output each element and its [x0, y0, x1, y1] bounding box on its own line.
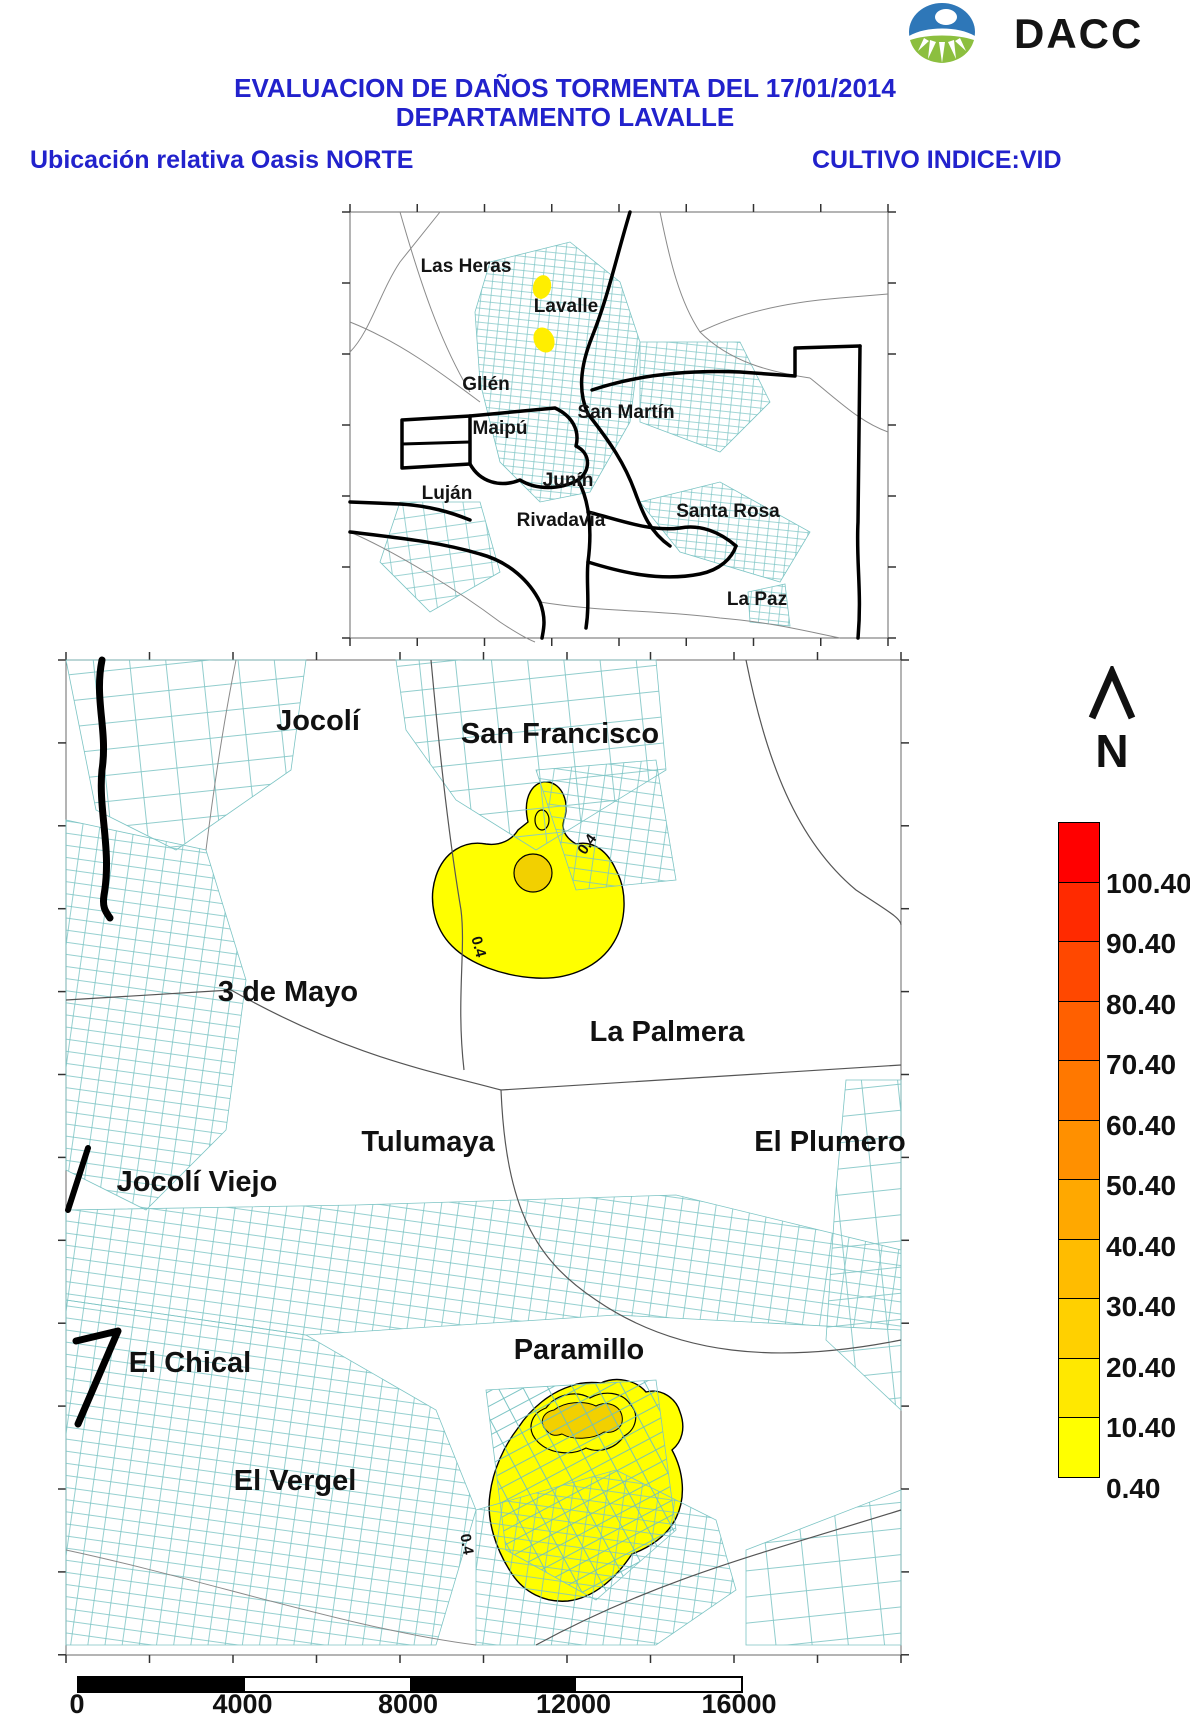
inset-place-label: La Paz [727, 589, 787, 610]
distance-scale-segment [244, 1678, 410, 1691]
main-axis-ticks [58, 652, 909, 1663]
damage-scale-value: 20.40 [1106, 1351, 1177, 1383]
damage-scale-value: 30.40 [1106, 1291, 1177, 1322]
title-line1: EVALUACION DE DAÑOS TORMENTA DEL 17/01/2… [234, 73, 896, 103]
main-place-label: Jocolí Viejo [117, 1166, 278, 1198]
main-place-label: Tulumaya [361, 1126, 495, 1158]
main-place-label: El Vergel [234, 1465, 357, 1497]
inset-place-label: Las Heras [421, 256, 512, 277]
distance-scale-segment [410, 1678, 576, 1691]
main-place-label: Jocolí [276, 705, 361, 737]
inset-place-label: Junín [543, 470, 594, 491]
inset-place-label: Luján [422, 483, 473, 504]
north-arrow: N [1072, 663, 1152, 777]
page-title: EVALUACION DE DAÑOS TORMENTA DEL 17/01/2… [60, 74, 1070, 132]
main-place-label: San Francisco [461, 718, 659, 750]
inset-place-label: San Martín [577, 402, 674, 423]
inset-place-label: Lavalle [534, 296, 598, 317]
main-place-label: La Palmera [590, 1016, 746, 1048]
main-place-label: El Plumero [754, 1126, 906, 1158]
damage-scale-value: 50.40 [1106, 1170, 1177, 1201]
distance-scale-value: 16000 [701, 1689, 777, 1719]
damage-scale-bar [1058, 822, 1100, 1478]
damage-scale-value: 10.40 [1106, 1412, 1177, 1443]
damage-scale-segment [1058, 1000, 1100, 1061]
contour-value-label: 0.4 [456, 1532, 476, 1556]
damage-zone-inner-core [513, 853, 553, 893]
subtitle-location: Ubicación relativa Oasis NORTE [30, 146, 414, 174]
distance-scale-segment [79, 1678, 245, 1691]
subtitle-crop-index: CULTIVO INDICE:VID [812, 146, 1062, 174]
main-damage-map: Jocolí San Francisco 3 de Mayo La Palmera Tu… [58, 652, 909, 1663]
damage-scale-segment [1058, 941, 1100, 1002]
damage-scale-segment [1058, 1238, 1100, 1299]
inset-place-label: Rivadavia [517, 510, 606, 531]
damage-scale-value: 100.40 [1106, 867, 1190, 899]
main-place-labels: Jocolí San Francisco 3 de Mayo La Palmera Tu… [117, 705, 906, 1497]
damage-scale-value: 0.40 [1106, 1472, 1161, 1504]
damage-scale-segment [1058, 1179, 1100, 1240]
damage-scale-value: 40.40 [1106, 1230, 1177, 1262]
inset-place-labels: Las Heras Lavalle Gllén Maipú San Martín Juní… [421, 256, 788, 610]
inset-place-label: Gllén [462, 374, 510, 395]
inset-axis-ticks [342, 204, 896, 646]
main-boundary-fragments [65, 656, 122, 1428]
damage-scale-value: 80.40 [1106, 988, 1177, 1020]
main-place-label: 3 de Mayo [218, 976, 358, 1008]
inset-department-boundaries [348, 210, 862, 640]
distance-scale-bar [77, 1676, 743, 1693]
damage-scale-value: 70.40 [1106, 1049, 1177, 1080]
distance-scale-segment [575, 1678, 741, 1691]
inset-parcel-regions [379, 241, 811, 627]
damage-scale-segment [1058, 881, 1100, 942]
distance-scale-value: 12000 [535, 1689, 612, 1719]
distance-scale-value: 0 [69, 1689, 85, 1719]
damage-scale-segment [1058, 1119, 1100, 1180]
inset-place-label: Santa Rosa [676, 501, 780, 522]
damage-scale-segment [1058, 1357, 1100, 1418]
main-place-label: El Chical [129, 1347, 252, 1379]
damage-scale-segment [1058, 1060, 1100, 1121]
north-arrow-icon [1088, 663, 1136, 720]
main-place-label: Paramillo [514, 1334, 645, 1366]
inset-hail-spots [532, 275, 555, 353]
inset-roads [349, 211, 889, 643]
damage-scale-value: 90.40 [1106, 928, 1177, 959]
inset-place-label: Maipú [473, 418, 528, 439]
logo-text: DACC [1014, 10, 1144, 57]
distance-scale-value: 8000 [377, 1689, 439, 1719]
damage-scale-segment [1058, 822, 1100, 883]
distance-scale-value: 4000 [212, 1689, 273, 1719]
dacc-logo-icon [909, 3, 975, 63]
contour-value-label: 0.4 [467, 935, 489, 960]
damage-scale-segment [1058, 1298, 1100, 1359]
inset-overview-map: Las Heras Lavalle Gllén Maipú San Martín Juní… [342, 204, 896, 646]
main-roads [65, 659, 902, 1646]
main-parcel-regions [65, 659, 902, 1646]
north-letter: N [1095, 725, 1129, 777]
damage-scale-value: 60.40 [1106, 1109, 1177, 1141]
damage-scale-segment [1058, 1417, 1100, 1478]
title-line2: DEPARTAMENTO LAVALLE [395, 102, 735, 132]
